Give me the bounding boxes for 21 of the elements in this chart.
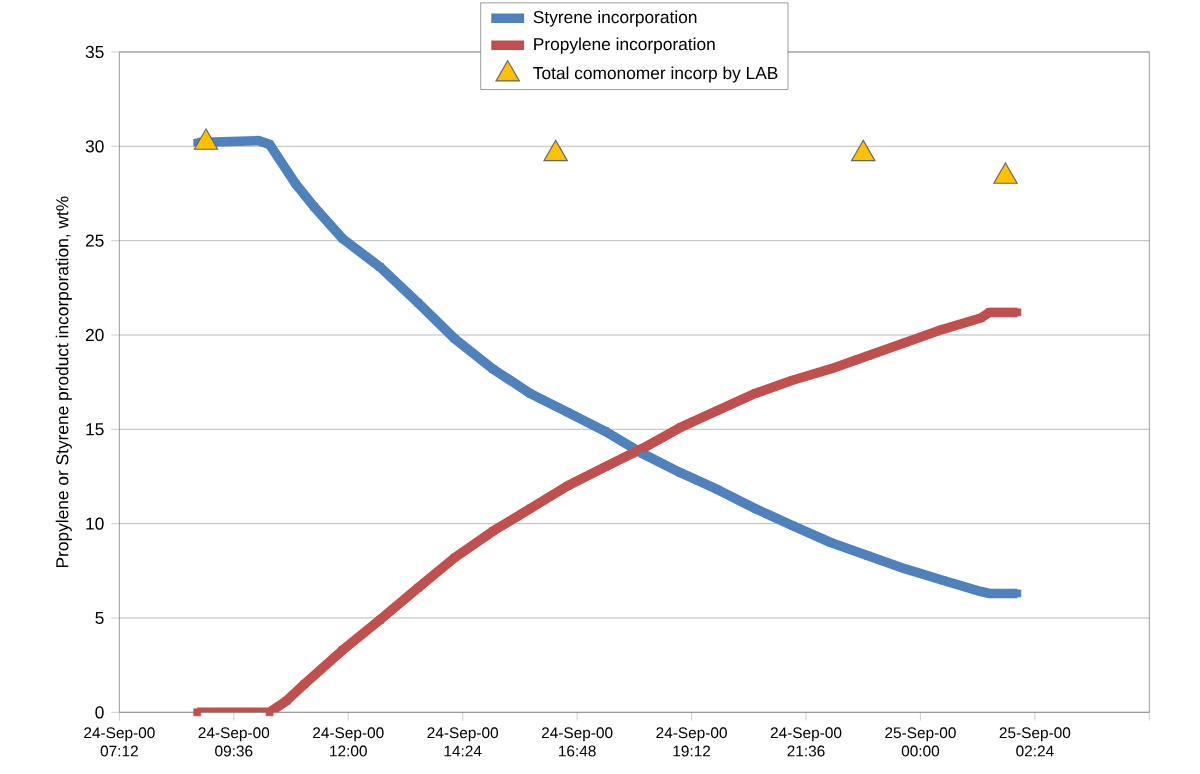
y-axis-title: Propylene or Styrene product incorporation, wt% xyxy=(55,196,72,568)
y-tick-label: 25 xyxy=(85,234,104,247)
y-tick-label: 10 xyxy=(86,517,104,530)
x-tick-label: 24-Sep-00 07:12 xyxy=(84,727,155,757)
x-tick-label: 24-Sep-00 16:48 xyxy=(541,727,613,757)
x-tick-label: 25-Sep-00 02:24 xyxy=(999,727,1071,757)
legend-label: Propylene incorporation xyxy=(534,37,715,54)
x-tick-label: 24-Sep-00 21:36 xyxy=(770,727,842,757)
x-tick-label: 24-Sep-00 09:36 xyxy=(198,727,270,757)
y-tick-label: 5 xyxy=(95,611,104,625)
y-tick-label: 0 xyxy=(95,706,104,719)
x-tick-label: 24-Sep-00 14:24 xyxy=(427,727,499,757)
y-tick-label: 35 xyxy=(85,45,104,59)
x-tick-label: 24-Sep-00 12:00 xyxy=(313,727,384,757)
y-tick-label: 15 xyxy=(86,423,104,436)
legend-label: Styrene incorporation xyxy=(533,10,697,27)
legend-label: Total comonomer incorp by LAB xyxy=(533,66,778,83)
y-tick-label: 20 xyxy=(85,328,104,342)
x-tick-label: 25-Sep-00 00:00 xyxy=(885,727,956,757)
x-tick-label: 24-Sep-00 19:12 xyxy=(656,727,727,757)
y-tick-label: 30 xyxy=(85,140,104,153)
